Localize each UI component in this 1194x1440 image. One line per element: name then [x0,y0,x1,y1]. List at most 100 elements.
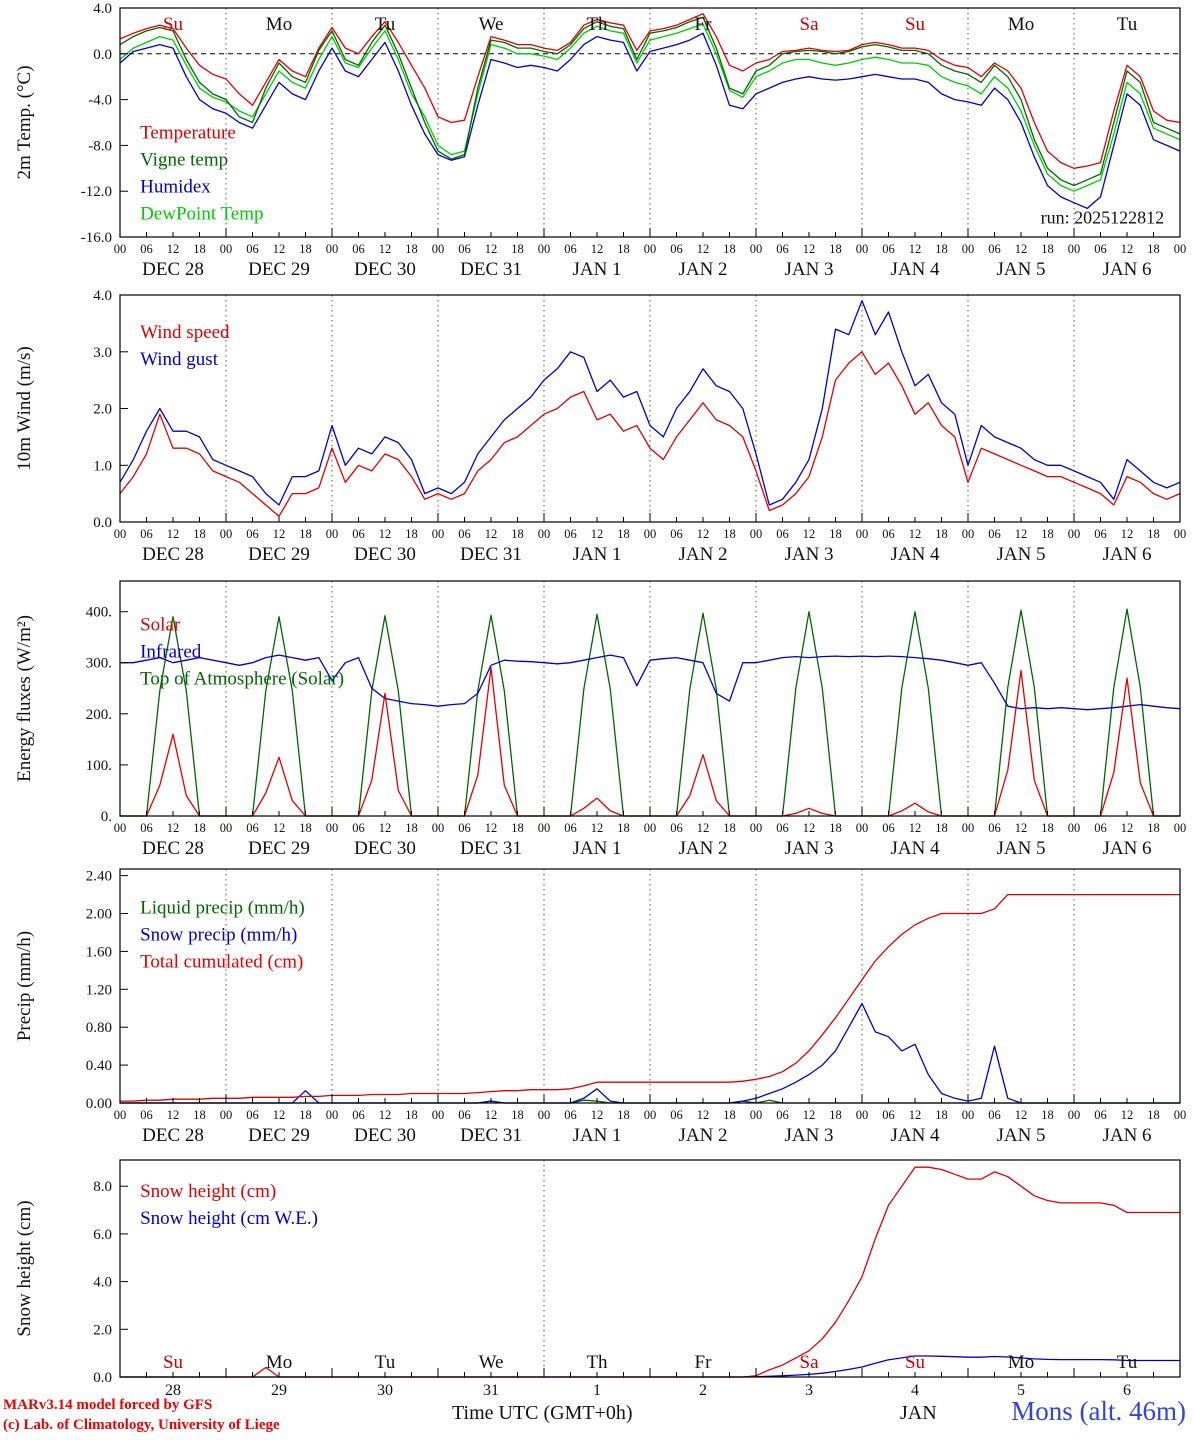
legend-total-cumulated-cm: Total cumulated (cm) [140,952,303,973]
hour-label: 06 [140,821,153,835]
hour-label: 00 [962,527,975,541]
date-label: JAN 6 [1102,1125,1151,1146]
precip-series-total-cumulated-cm [120,893,1180,1102]
date-label: DEC 28 [142,544,204,565]
date-label: JAN 1 [572,259,621,280]
day-number-label: 30 [377,1382,393,1399]
y-axis-title: Snow height (cm) [14,1200,35,1336]
hour-label: 06 [564,242,577,256]
day-number-label: 28 [165,1382,181,1399]
date-label: DEC 29 [248,1125,310,1146]
panel-frame [119,294,1181,523]
hour-label: 06 [140,527,153,541]
date-label: JAN 5 [996,1125,1045,1146]
dow-label: Sa [800,14,820,35]
hour-label: 18 [1041,242,1054,256]
hour-label: 00 [1068,527,1081,541]
hour-label: 00 [220,1108,233,1122]
hour-label: 12 [273,1108,286,1122]
date-label: JAN 3 [784,259,833,280]
date-label: JAN 5 [996,838,1045,859]
dow-label: We [479,14,504,35]
station-label: Mons (alt. 46m) [1011,1396,1186,1426]
y-tick-label: 100. [86,758,112,774]
hour-label: 18 [617,1108,630,1122]
date-label: JAN 6 [1102,544,1151,565]
y-tick-label: 4.0 [93,1,112,17]
hour-label: 12 [273,821,286,835]
y-tick-label: -16.0 [81,230,112,246]
hour-label: 12 [909,821,922,835]
y-tick-label: 2.40 [86,869,112,885]
hour-label: 00 [644,242,657,256]
hour-label: 18 [723,242,736,256]
hour-label: 06 [564,527,577,541]
hour-label: 18 [1147,821,1160,835]
hour-label: 18 [405,821,418,835]
dow-label: Fr [695,14,713,35]
hour-label: 12 [697,527,710,541]
hour-label: 00 [220,242,233,256]
legend-top-of-atmosphere-solar: Top of Atmosphere (Solar) [140,668,344,689]
hour-label: 06 [670,821,683,835]
hour-label: 00 [1068,821,1081,835]
hour-label: 00 [326,242,339,256]
hour-label: 06 [352,821,365,835]
y-tick-label: 400. [86,605,112,621]
hour-label: 18 [829,242,842,256]
legend-liquid-precip-mm-h: Liquid precip (mm/h) [140,898,305,919]
hour-label: 18 [829,821,842,835]
hour-label: 06 [670,1108,683,1122]
panel-precip: 2.40 2.00 1.60 1.20 0.80 0.40 0.00 Precip (mm/h… [14,868,1186,1146]
date-label: JAN 1 [572,1125,621,1146]
hour-label: 18 [405,527,418,541]
legend-vigne-temp: Vigne temp [140,150,228,171]
y-tick-label: 1.0 [93,458,112,474]
hour-label: 18 [1147,242,1160,256]
hour-label: 12 [803,1108,816,1122]
day-number-label: 31 [483,1382,499,1399]
date-label: DEC 29 [248,838,310,859]
hour-label: 12 [379,821,392,835]
hour-label: 00 [644,821,657,835]
date-label: JAN 4 [890,1125,940,1146]
hour-label: 00 [432,242,445,256]
date-label: DEC 31 [460,838,522,859]
hour-label: 12 [167,242,180,256]
hour-label: 06 [564,1108,577,1122]
hour-label: 12 [1015,242,1028,256]
panel-snow: 8.0 6.0 4.0 2.0 0.0 Snow height (cm) 28 29 30 31 1… [14,1159,1181,1399]
hour-label: 00 [114,821,127,835]
dow-label: Th [586,14,608,35]
hour-label: 06 [458,527,471,541]
hour-label: 18 [511,527,524,541]
hour-label: 06 [776,821,789,835]
date-label: DEC 31 [460,1125,522,1146]
time-axis-label: Time UTC (GMT+0h) [452,1402,633,1424]
hour-label: 06 [988,1108,1001,1122]
date-label: JAN 5 [996,259,1045,280]
date-label: JAN 3 [784,838,833,859]
hour-label: 18 [405,242,418,256]
wind-series-wind-gust [119,300,1181,506]
hour-label: 00 [750,527,763,541]
hour-label: 06 [776,242,789,256]
hour-label: 12 [591,821,604,835]
date-label: DEC 31 [460,259,522,280]
day-number-label: 1 [593,1382,601,1399]
hour-label: 18 [935,242,948,256]
hour-label: 06 [352,242,365,256]
hour-label: 00 [1068,242,1081,256]
hour-label: 06 [882,242,895,256]
hour-label: 18 [405,1108,418,1122]
day-number-label: 29 [271,1382,287,1399]
hour-label: 00 [432,1108,445,1122]
legend-dewpoint-temp: DewPoint Temp [140,204,263,225]
hour-label: 06 [882,821,895,835]
hour-label: 12 [167,821,180,835]
day-number-label: 6 [1123,1382,1131,1399]
date-label: JAN 2 [678,838,727,859]
hour-label: 06 [140,242,153,256]
hour-label: 18 [723,821,736,835]
